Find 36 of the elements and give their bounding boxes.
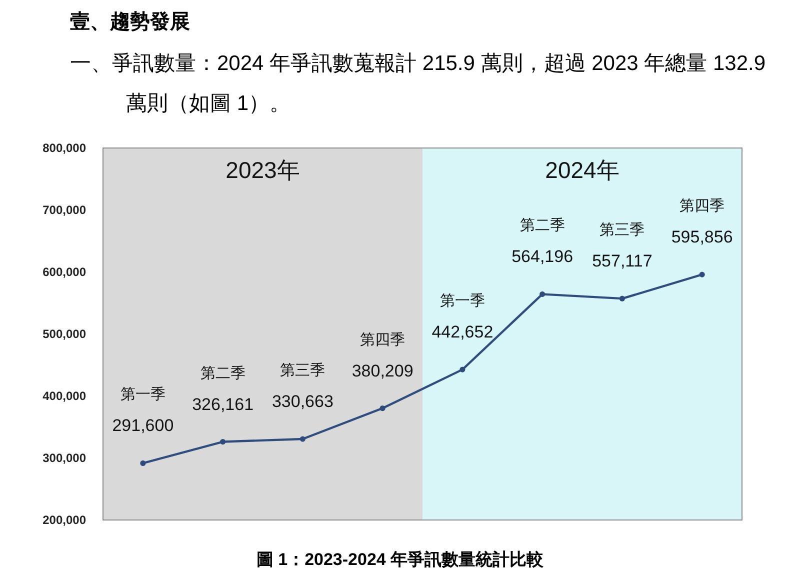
y-tick-label: 400,000 bbox=[42, 389, 86, 403]
data-label: 380,209 bbox=[352, 361, 414, 380]
data-label: 330,663 bbox=[272, 392, 334, 411]
band-label: 2023年 bbox=[226, 157, 300, 183]
x-tick-label: 第三季 bbox=[600, 222, 645, 239]
x-tick-label: 第二季 bbox=[520, 217, 565, 234]
point bbox=[460, 366, 466, 372]
data-label: 595,856 bbox=[671, 228, 733, 247]
point bbox=[300, 436, 306, 442]
x-tick-label: 第一季 bbox=[120, 386, 166, 404]
y-tick-label: 800,000 bbox=[42, 141, 86, 155]
point bbox=[140, 460, 146, 466]
chart-subtitle: 一、爭訊數量：2024 年爭訊數蒐報計 215.9 萬則，超過 2023 年總量 132.9 萬則（如圖 1）。 bbox=[70, 51, 767, 117]
y-tick-label: 700,000 bbox=[42, 203, 86, 217]
annotation: 2024年 bbox=[545, 157, 620, 183]
point bbox=[380, 405, 386, 412]
x-tick-label: 第三季 bbox=[280, 362, 326, 379]
x-tick-label: 第四季 bbox=[360, 331, 406, 348]
x-tick-label: 第四季 bbox=[680, 198, 725, 215]
x-tick-label: 第二季 bbox=[200, 364, 246, 382]
data-label: 326,161 bbox=[192, 394, 254, 414]
y-tick-label: 600,000 bbox=[42, 265, 86, 279]
data-label: 557,117 bbox=[592, 252, 652, 271]
chart-title: 壹、趨勢發展 bbox=[70, 10, 190, 35]
point bbox=[540, 291, 546, 297]
data-label: 442,652 bbox=[432, 322, 494, 342]
y-tick-label: 500,000 bbox=[42, 327, 86, 341]
x-tick-label: 第一季 bbox=[440, 292, 485, 310]
y-tick-label: 300,000 bbox=[42, 451, 86, 465]
y-tick-label: 200,000 bbox=[42, 513, 86, 527]
point bbox=[220, 438, 226, 445]
point bbox=[699, 272, 705, 278]
data-label: 291,600 bbox=[112, 416, 174, 436]
caption: 圖 1：2023-2024 年爭訊數量統計比較 bbox=[255, 549, 545, 571]
data-label: 564,196 bbox=[512, 247, 574, 266]
point bbox=[619, 296, 625, 302]
